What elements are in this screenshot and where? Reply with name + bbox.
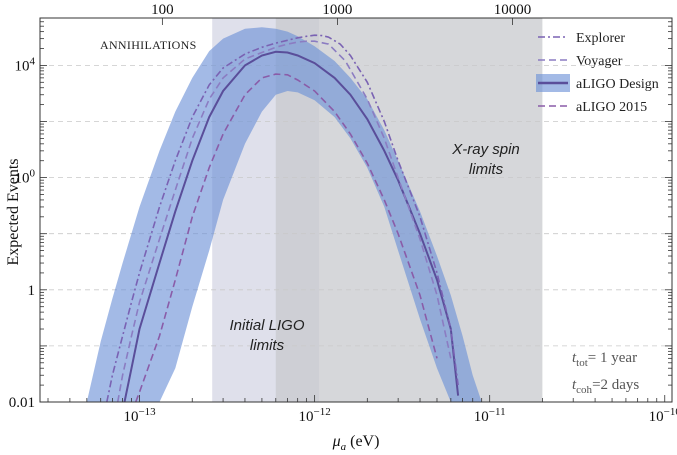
series-lines xyxy=(106,34,460,402)
series-line-aligo-2015 xyxy=(134,73,438,402)
x-tick-label: 10−13 xyxy=(123,406,156,425)
y-tick-label: 0.01 xyxy=(9,395,35,411)
x-axis-symbol: μ xyxy=(332,433,341,450)
band-layer xyxy=(86,27,482,402)
x-tick-label: 10−10 xyxy=(649,406,677,425)
y-tick-label: 1 xyxy=(28,283,36,299)
note-symbol: t xyxy=(572,377,577,393)
x-axis-subscript: a xyxy=(341,441,347,453)
y-tick-label: 104 xyxy=(15,55,36,74)
region-label-x-ray-spin: limits xyxy=(469,161,504,178)
y-tick-label-exponent: 4 xyxy=(30,55,36,67)
series-line-explorer xyxy=(106,34,459,402)
top-tick-label: 100 xyxy=(151,2,174,18)
note-symbol: t xyxy=(572,350,577,366)
top-tick-label: 10000 xyxy=(494,2,532,18)
x-axis-title: μa (eV) xyxy=(332,433,380,453)
note-value: = 1 year xyxy=(588,350,637,366)
x-tick-label: 10−12 xyxy=(299,406,331,425)
plot-frame-border xyxy=(39,17,673,403)
note-value: =2 days xyxy=(592,377,639,393)
note-subscript: tot xyxy=(576,357,588,369)
region-label-x-ray-spin: X-ray spin xyxy=(451,141,520,158)
x-tick-label-exponent: −11 xyxy=(489,406,506,418)
x-tick-label-exponent: −12 xyxy=(314,406,331,418)
corner-label: ANNIHILATIONS xyxy=(100,38,197,52)
band-aligo-design xyxy=(86,27,482,402)
region-label-initial-ligo: limits xyxy=(250,337,285,354)
legend-label-aligo-design: aLIGO Design xyxy=(576,77,659,92)
legend-label-voyager: Voyager xyxy=(576,54,623,69)
series-line-voyager xyxy=(116,40,452,402)
note-tot: ttot= 1 year xyxy=(572,350,637,369)
legend-label-explorer: Explorer xyxy=(576,31,625,46)
note-subscript: coh xyxy=(576,384,592,396)
legend: Explorer Voyager aLIGO Design aLIGO 2015 xyxy=(536,31,659,115)
note-coh: tcoh=2 days xyxy=(572,377,639,396)
x-tick-label-exponent: −10 xyxy=(664,406,677,418)
top-tick-label: 1000 xyxy=(322,2,352,18)
y-axis-title: Expected Events xyxy=(5,158,22,265)
x-tick-label: 10−11 xyxy=(474,406,506,425)
axis-ticks xyxy=(40,17,672,403)
y-tick-label-exponent: 0 xyxy=(30,168,36,180)
x-tick-label-exponent: −13 xyxy=(138,406,156,418)
x-axis-unit: (eV) xyxy=(346,433,379,450)
legend-label-aligo-2015: aLIGO 2015 xyxy=(576,100,647,115)
plot-frame xyxy=(39,17,673,403)
region-label-initial-ligo: Initial LIGO xyxy=(229,317,304,334)
